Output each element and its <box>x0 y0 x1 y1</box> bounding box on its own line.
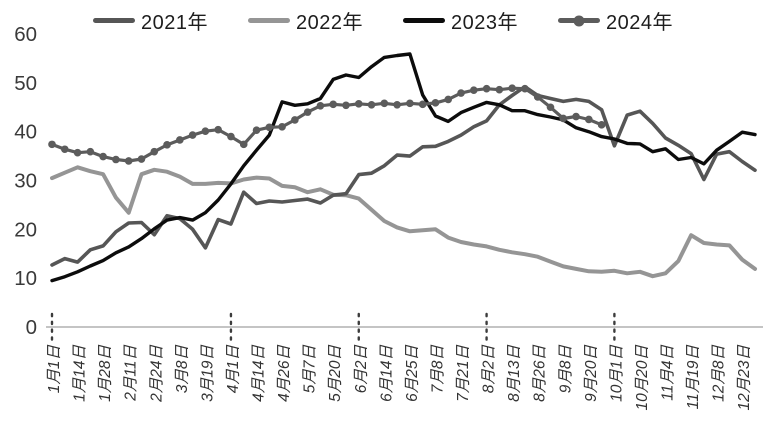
series-marker-2024年 <box>265 123 274 132</box>
x-axis-label: 10月20日 <box>634 345 651 411</box>
series-line-2024年 <box>50 86 604 163</box>
series-marker-2024年 <box>572 112 580 121</box>
series-marker-2024年 <box>73 148 82 157</box>
x-axis-label: 2月24日 <box>148 345 165 403</box>
legend-marker-dot <box>573 15 585 26</box>
legend-item-2021: 2021年 <box>93 6 208 35</box>
legend-line-swatch-2023 <box>403 18 445 23</box>
x-axis-label: 12月8日 <box>711 345 728 402</box>
y-axis-tick-label: 10 <box>14 267 37 290</box>
x-axis-label: 1月14日 <box>72 345 89 402</box>
series-marker-2024年 <box>418 100 427 109</box>
x-axis-label: 12月23日 <box>736 345 753 411</box>
y-axis-tick-label: 20 <box>14 218 37 241</box>
legend-line-swatch-2024 <box>558 15 600 26</box>
x-axis-label: 7月21日 <box>455 345 472 402</box>
series-marker-2024年 <box>112 155 120 164</box>
x-axis-label: 1月28日 <box>97 345 114 402</box>
legend-line-swatch-2022 <box>248 18 290 23</box>
series-marker-2024年 <box>303 108 312 116</box>
x-axis-label: 6月2日 <box>353 345 370 394</box>
x-axis-label: 9月8日 <box>557 345 574 394</box>
series-marker-2024年 <box>354 100 363 108</box>
y-axis-tick-label: 30 <box>14 170 37 193</box>
x-axis-label: 2月11日 <box>123 345 140 402</box>
series-marker-2024年 <box>99 152 107 161</box>
series-marker-2024年 <box>137 155 146 163</box>
series-marker-2024年 <box>457 89 465 97</box>
series-marker-2024年 <box>342 101 350 110</box>
series-line-2022年 <box>50 165 757 279</box>
x-axis-label: 7月8日 <box>429 345 446 394</box>
y-axis-tick-label: 50 <box>14 72 37 95</box>
series-marker-2024年 <box>533 93 542 101</box>
y-axis-tick-label: 40 <box>14 121 37 144</box>
x-axis-label: 8月13日 <box>506 345 523 402</box>
series-marker-2024年 <box>367 101 376 109</box>
series-marker-2024年 <box>431 99 440 107</box>
x-axis-label: 10月1日 <box>608 345 625 402</box>
x-axis-label: 3月8日 <box>174 345 191 394</box>
series-marker-2024年 <box>406 99 414 108</box>
x-axis-label: 3月19日 <box>199 345 216 402</box>
series-marker-2024年 <box>201 127 210 135</box>
x-axis-label: 8月26日 <box>532 345 549 402</box>
series-marker-2024年 <box>444 95 453 104</box>
series-marker-2024年 <box>252 126 261 135</box>
series-marker-2024年 <box>227 132 235 141</box>
x-axis-label: 11月19日 <box>685 345 702 410</box>
y-axis-tick-label: 60 <box>14 23 37 46</box>
series-marker-2024年 <box>329 100 338 109</box>
series-marker-2024年 <box>278 122 286 131</box>
x-axis-label: 8月2日 <box>481 345 498 394</box>
series-marker-2024年 <box>60 145 69 154</box>
series-marker-2024年 <box>188 131 197 139</box>
series-marker-2024年 <box>86 147 95 156</box>
series-marker-2024年 <box>546 103 555 112</box>
x-axis-label: 4月14日 <box>251 345 268 402</box>
series-marker-2024年 <box>597 121 606 129</box>
legend-item-2024: 2024年 <box>558 6 673 35</box>
series-marker-2024年 <box>48 140 56 149</box>
x-axis-label: 1月1日 <box>46 345 63 394</box>
series-marker-2024年 <box>508 84 516 93</box>
legend-item-2023: 2023年 <box>403 6 518 35</box>
series-marker-2024年 <box>521 84 529 93</box>
series-marker-2024年 <box>176 136 184 144</box>
series-marker-2024年 <box>239 140 248 149</box>
series-marker-2024年 <box>393 101 401 109</box>
x-axis-label: 5月20日 <box>327 345 344 402</box>
legend-label-2023: 2023年 <box>451 12 518 34</box>
y-axis-tick-label: 0 <box>26 316 37 339</box>
x-axis-label: 11月4日 <box>660 345 677 401</box>
series-line-2021年 <box>50 84 757 267</box>
series-line-2023年 <box>50 52 757 283</box>
legend-line-swatch-2021 <box>93 18 135 23</box>
x-axis-label: 4月1日 <box>225 345 242 394</box>
series-marker-2024年 <box>380 99 389 108</box>
x-axis-label: 4月26日 <box>276 345 293 402</box>
legend-label-2022: 2022年 <box>296 12 363 34</box>
series-marker-2024年 <box>559 114 568 123</box>
x-axis-label: 9月20日 <box>583 345 600 402</box>
series-marker-2024年 <box>214 125 222 134</box>
x-axis-label: 6月14日 <box>378 345 395 402</box>
series-marker-2024年 <box>585 115 593 124</box>
x-axis-label: 5月7日 <box>302 345 319 394</box>
legend-item-2022: 2022年 <box>248 6 363 35</box>
series-marker-2024年 <box>150 147 159 156</box>
x-axis-label: 6月25日 <box>404 345 421 402</box>
series-marker-2024年 <box>124 157 133 165</box>
series-marker-2024年 <box>470 86 478 94</box>
legend-label-2024: 2024年 <box>606 12 673 34</box>
series-marker-2024年 <box>316 101 325 110</box>
series-marker-2024年 <box>482 84 491 93</box>
series-marker-2024年 <box>291 116 299 124</box>
series-marker-2024年 <box>495 85 504 94</box>
series-marker-2024年 <box>163 141 171 149</box>
chart-legend: 2021年 2022年 2023年 2024年 <box>0 6 766 35</box>
legend-label-2021: 2021年 <box>141 12 208 34</box>
